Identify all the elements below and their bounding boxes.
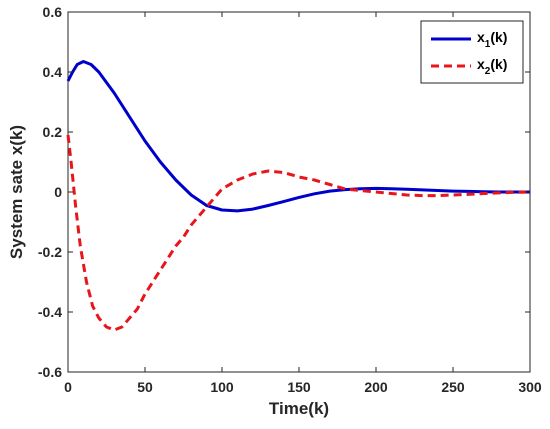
y-tick-label: -0.6 — [38, 364, 62, 380]
legend-label-2: x2(k) — [477, 56, 507, 77]
x-tick-label: 300 — [518, 379, 542, 395]
series-line-2 — [66, 134, 531, 332]
y-tick-label: 0.4 — [43, 64, 63, 80]
series-line-1 — [66, 60, 530, 213]
x-tick-label: 150 — [287, 379, 311, 395]
y-tick-label: -0.4 — [38, 304, 62, 320]
legend: x1(k)x2(k) — [420, 20, 524, 84]
y-tick-label: 0.6 — [43, 4, 63, 20]
x-tick-label: 50 — [137, 379, 153, 395]
legend-label-tail: (k) — [490, 29, 507, 45]
y-tick-label: -0.2 — [38, 244, 62, 260]
legend-label-main: x — [477, 29, 485, 45]
legend-label-tail: (k) — [490, 56, 507, 72]
x-tick-label: 100 — [210, 379, 234, 395]
y-tick-label: 0 — [54, 184, 62, 200]
legend-box — [420, 20, 524, 84]
x-axis-label: Time(k) — [269, 399, 329, 418]
x-tick-label: 0 — [64, 379, 72, 395]
legend-label-main: x — [477, 56, 485, 72]
y-axis-label: System sate x(k) — [7, 125, 26, 259]
y-tick-label: 0.2 — [43, 124, 63, 140]
x-tick-label: 200 — [364, 379, 388, 395]
legend-label-subscript: 2 — [485, 66, 491, 77]
legend-label-subscript: 1 — [485, 39, 491, 50]
x-tick-label: 250 — [441, 379, 465, 395]
legend-label-1: x1(k) — [477, 29, 507, 50]
series-layer — [66, 60, 531, 332]
tick-layer: 0 50 100 150 200 250 300 0.6 0.4 0.2 0 -0.2 -0.4 -0.6 — [38, 4, 542, 395]
